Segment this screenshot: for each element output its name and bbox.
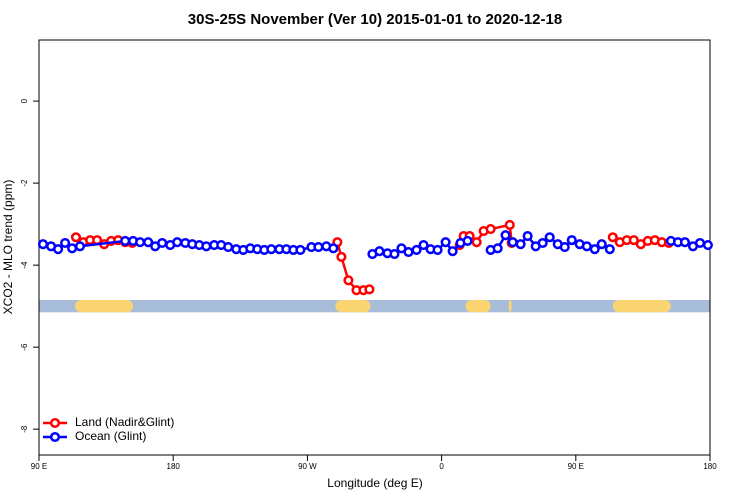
point: [607, 232, 618, 243]
x-tick-label: 90 E: [568, 462, 584, 471]
point: [418, 239, 429, 251]
point: [679, 237, 690, 248]
y-tick-label: 0: [20, 98, 29, 103]
land-band: [508, 299, 512, 313]
point: [471, 237, 482, 248]
x-tick-label: 90 W: [298, 462, 317, 471]
x-tick-label: 90 E: [31, 462, 47, 471]
land-band: [75, 299, 134, 313]
legend-marker: [49, 417, 61, 429]
point: [266, 244, 277, 255]
x-axis-label: Longitude (deg E): [327, 476, 422, 490]
point: [201, 241, 212, 252]
x-tick-label: 180: [703, 462, 717, 471]
point: [53, 244, 64, 255]
land-band: [612, 299, 671, 313]
point: [504, 219, 515, 230]
point: [492, 243, 503, 254]
x-tick-label: 180: [167, 462, 181, 471]
point: [343, 275, 354, 286]
x-tick-label: 0: [439, 462, 444, 471]
y-tick-label: -4: [20, 261, 29, 269]
y-tick-label: -6: [20, 343, 29, 351]
point: [537, 237, 548, 249]
point: [60, 237, 71, 249]
y-tick-label: -2: [20, 179, 29, 187]
point: [336, 251, 347, 262]
point: [135, 237, 146, 248]
point: [120, 235, 131, 246]
point: [566, 235, 577, 246]
point: [507, 237, 518, 248]
point: [447, 246, 458, 257]
point: [295, 244, 306, 256]
point: [223, 242, 234, 253]
point: [143, 237, 154, 248]
point: [157, 237, 168, 249]
legend-label: Ocean (Glint): [75, 429, 146, 443]
point: [172, 237, 183, 248]
point: [411, 244, 422, 256]
y-axis-label: XCO2 - MLO trend (ppm): [1, 180, 15, 315]
point: [328, 243, 339, 254]
point: [604, 244, 615, 255]
point: [462, 235, 473, 246]
y-tick-label: -8: [20, 425, 29, 433]
point: [364, 284, 375, 295]
point: [515, 239, 526, 250]
point: [432, 244, 443, 256]
land-band: [465, 299, 491, 313]
legend-label: Land (Nadir&Glint): [75, 415, 174, 429]
point: [485, 223, 496, 235]
point: [559, 242, 570, 253]
point: [313, 242, 324, 253]
point: [702, 239, 713, 251]
point: [70, 232, 82, 243]
point: [403, 246, 414, 258]
chart-title: 30S-25S November (Ver 10) 2015-01-01 to …: [188, 11, 562, 28]
point: [694, 237, 706, 249]
point: [589, 244, 600, 255]
point: [374, 246, 385, 257]
point: [440, 237, 451, 248]
point: [67, 243, 78, 254]
ocean-band: [39, 299, 710, 313]
legend-marker: [49, 431, 61, 443]
point: [596, 239, 607, 250]
point: [500, 230, 511, 241]
point: [628, 235, 639, 246]
point: [389, 249, 400, 260]
point: [522, 230, 533, 242]
point: [37, 239, 49, 250]
point: [74, 241, 86, 252]
point: [544, 232, 555, 243]
point: [581, 241, 592, 252]
land-band: [335, 299, 371, 313]
